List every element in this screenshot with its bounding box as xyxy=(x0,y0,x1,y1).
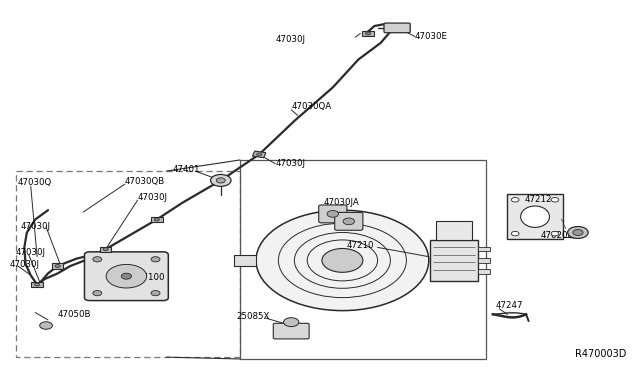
Ellipse shape xyxy=(106,264,147,288)
Bar xyxy=(52,263,63,269)
Circle shape xyxy=(151,257,160,262)
Text: 47030JA: 47030JA xyxy=(323,198,359,207)
Text: 47030E: 47030E xyxy=(415,32,448,41)
Bar xyxy=(151,217,163,222)
Circle shape xyxy=(322,248,363,272)
Circle shape xyxy=(256,210,429,311)
Text: 47401: 47401 xyxy=(173,165,200,174)
Bar xyxy=(16,171,240,357)
Text: 470208A: 470208A xyxy=(541,231,580,240)
Text: 47050B: 47050B xyxy=(58,310,91,319)
Circle shape xyxy=(257,153,262,156)
Bar xyxy=(478,258,490,263)
Circle shape xyxy=(40,322,52,329)
FancyBboxPatch shape xyxy=(273,323,309,339)
Text: 47030J: 47030J xyxy=(20,222,51,231)
Circle shape xyxy=(122,273,132,279)
Circle shape xyxy=(154,218,159,221)
FancyBboxPatch shape xyxy=(335,212,363,230)
Bar xyxy=(430,240,478,281)
Bar xyxy=(100,247,111,252)
Bar xyxy=(478,247,490,251)
Circle shape xyxy=(103,248,108,251)
Text: 47030J: 47030J xyxy=(275,159,305,168)
FancyBboxPatch shape xyxy=(84,252,168,301)
Text: 47247: 47247 xyxy=(496,301,524,310)
FancyBboxPatch shape xyxy=(507,194,563,239)
Text: 47100: 47100 xyxy=(138,273,165,282)
Text: R470003D: R470003D xyxy=(575,349,626,359)
Text: 47030Q: 47030Q xyxy=(18,178,52,187)
Circle shape xyxy=(216,178,225,183)
Circle shape xyxy=(211,174,231,186)
Text: 47212: 47212 xyxy=(525,195,552,203)
Text: 47030J: 47030J xyxy=(16,248,46,257)
Text: 47210: 47210 xyxy=(347,241,374,250)
Circle shape xyxy=(568,227,588,238)
Text: 47030J: 47030J xyxy=(138,193,168,202)
Circle shape xyxy=(55,264,60,267)
Circle shape xyxy=(284,318,299,327)
Text: 25085X: 25085X xyxy=(237,312,270,321)
Circle shape xyxy=(365,32,371,35)
FancyBboxPatch shape xyxy=(384,23,410,33)
Bar xyxy=(240,160,486,359)
Text: 47030J: 47030J xyxy=(10,260,40,269)
Circle shape xyxy=(93,291,102,296)
Text: 47030QA: 47030QA xyxy=(291,102,332,110)
Ellipse shape xyxy=(520,206,550,227)
Circle shape xyxy=(35,283,40,286)
Circle shape xyxy=(551,231,559,236)
Circle shape xyxy=(511,198,519,202)
Text: 47030J: 47030J xyxy=(275,35,305,44)
Circle shape xyxy=(327,211,339,217)
FancyBboxPatch shape xyxy=(319,205,347,223)
Text: 47030QB: 47030QB xyxy=(125,177,165,186)
Bar xyxy=(31,282,43,287)
Circle shape xyxy=(551,198,559,202)
FancyBboxPatch shape xyxy=(436,221,472,240)
Bar xyxy=(478,269,490,274)
Bar xyxy=(252,151,266,158)
Circle shape xyxy=(573,230,583,235)
Circle shape xyxy=(151,291,160,296)
Circle shape xyxy=(343,218,355,225)
Circle shape xyxy=(93,257,102,262)
Circle shape xyxy=(511,231,519,236)
Bar xyxy=(234,255,256,266)
Bar xyxy=(362,31,374,36)
